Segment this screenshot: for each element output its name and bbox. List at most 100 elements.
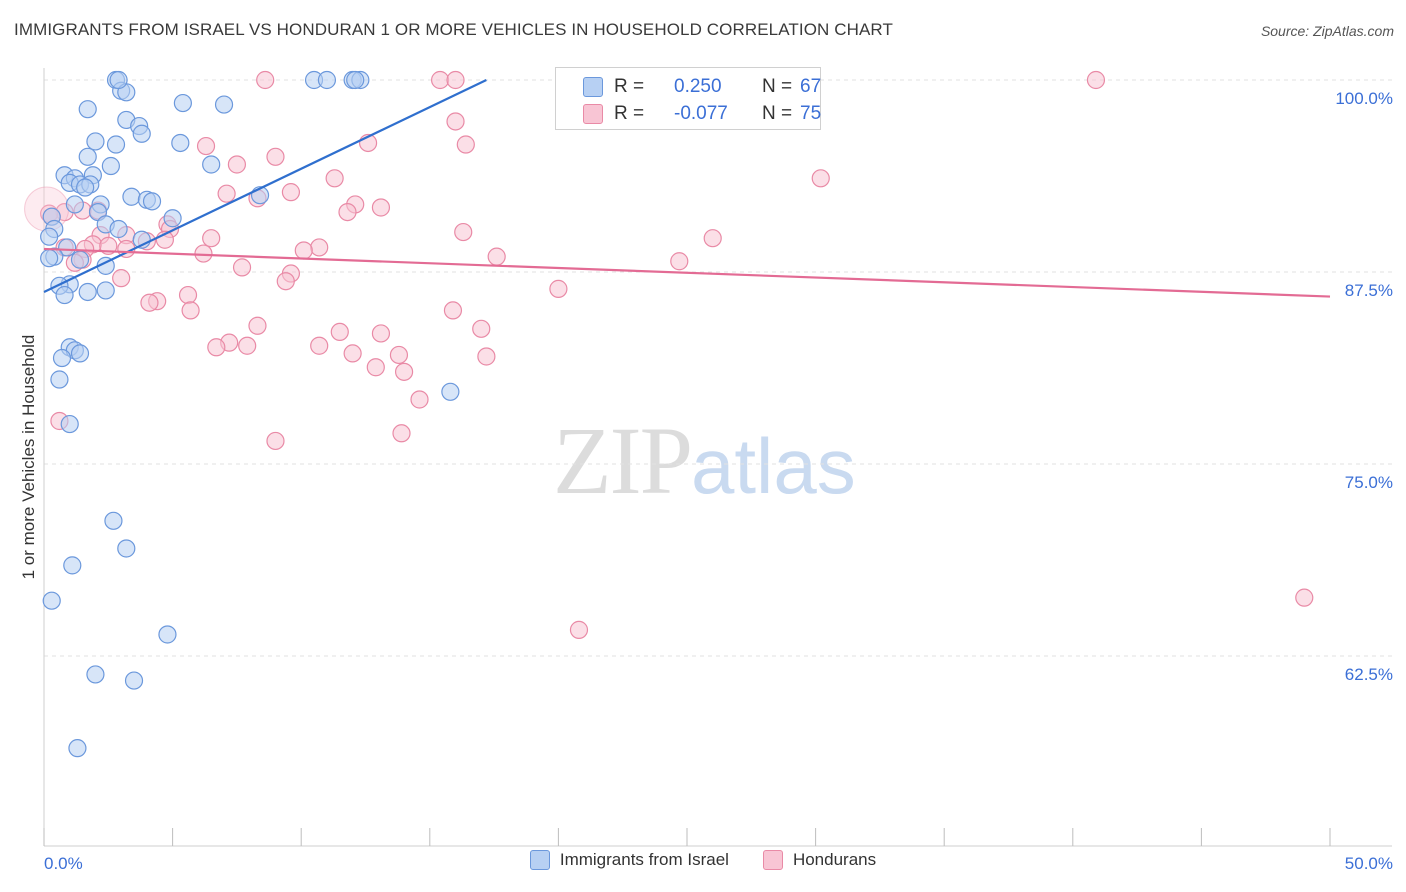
israel-point [142, 192, 162, 211]
hondurans-point [446, 70, 465, 90]
stats-swatch-blue [583, 77, 603, 97]
israel-point [86, 665, 105, 684]
hondurans-point [1086, 70, 1106, 90]
israel-point [132, 124, 151, 143]
hondurans-point [294, 241, 313, 260]
y-tick-label: 100.0% [1335, 89, 1393, 108]
chart-title: IMMIGRANTS FROM ISRAEL VS HONDURAN 1 OR … [14, 20, 893, 39]
israel-point [70, 344, 90, 363]
hondurans-point [454, 222, 473, 242]
hondurans-point [703, 229, 722, 248]
israel-point [109, 70, 128, 90]
axes [43, 68, 1392, 847]
hondurans-point [256, 70, 275, 90]
stats-n-value: 67 [800, 76, 822, 97]
hondurans-point [456, 135, 475, 154]
legend-label: Hondurans [792, 850, 877, 869]
israel-points [40, 70, 460, 758]
israel-point [65, 195, 84, 214]
israel-point [109, 219, 128, 239]
hondurans-point [366, 358, 385, 377]
watermark-atlas: atlas [691, 422, 856, 510]
hondurans-point [446, 112, 465, 131]
stats-swatch-pink [583, 104, 603, 124]
stats-r-label: R = [614, 76, 645, 97]
israel-point [78, 282, 97, 302]
y-axis-title: 1 or more Vehicles in Household [19, 334, 38, 580]
israel-point [158, 625, 177, 644]
hondurans-point [569, 620, 589, 639]
israel-point [124, 671, 144, 690]
israel-point [76, 178, 95, 197]
y-tick-label: 62.5% [1345, 665, 1393, 684]
hondurans-point [811, 169, 830, 188]
hondurans-point [140, 293, 159, 312]
hondurans-point [325, 169, 344, 188]
hondurans-point [310, 336, 329, 355]
hondurans-point [202, 229, 221, 248]
hondurans-point [670, 252, 689, 271]
y-tick-label: 75.0% [1345, 473, 1393, 492]
hondurans-point [266, 147, 285, 166]
israel-point [214, 95, 234, 114]
hondurans-point [338, 202, 357, 222]
legend-item-israel[interactable]: Immigrants from Israel [529, 850, 729, 870]
hondurans-points [24, 70, 1314, 639]
israel-point [104, 511, 123, 530]
stats-r-value: -0.077 [674, 103, 728, 124]
israel-point [86, 132, 105, 151]
hondurans-point [266, 431, 285, 451]
bottom-legend: Immigrants from Israel Hondurans [0, 850, 1406, 870]
hondurans-point [232, 258, 252, 277]
israel-point [42, 591, 61, 610]
hondurans-point [343, 344, 362, 363]
watermark-zip: ZIP [553, 407, 693, 514]
israel-point [171, 133, 190, 153]
israel-point [117, 539, 136, 558]
x-tick-label: 50.0% [1345, 854, 1393, 873]
hondurans-point [181, 301, 200, 320]
hondurans-point [549, 279, 568, 298]
hondurans-point [472, 319, 491, 338]
hondurans-point [178, 285, 198, 305]
israel-point [78, 100, 97, 119]
hondurans-point [410, 390, 429, 409]
israel-point [50, 370, 69, 389]
israel-point [60, 414, 79, 434]
hondurans-point [371, 198, 391, 217]
hondurans-point [389, 345, 409, 365]
hondurans-point [392, 424, 411, 443]
hondurans-point [443, 301, 463, 320]
stats-r-label: R = [614, 103, 645, 124]
israel-point [173, 93, 192, 113]
stats-legend: R = 0.250 N = 67 R = -0.077 N = 75 [555, 67, 821, 130]
legend-item-hondurans[interactable]: Hondurans [762, 850, 877, 870]
israel-point [58, 238, 77, 257]
stats-n-label: N = [762, 76, 793, 97]
hondurans-point [394, 362, 414, 381]
tick-labels: 100.0% 87.5% 75.0% 62.5% 0.0% 50.0% [44, 89, 1393, 873]
stats-n-value: 75 [800, 103, 822, 124]
israel-point [52, 348, 72, 368]
israel-point [63, 556, 82, 575]
israel-point [40, 227, 59, 246]
israel-point [70, 250, 90, 269]
israel-point [317, 70, 337, 90]
stats-n-label: N = [762, 103, 793, 124]
israel-point [346, 70, 365, 90]
watermark: ZIPatlas [553, 405, 856, 516]
hondurans-trend-line [43, 247, 1331, 298]
israel-point [40, 249, 59, 268]
israel-trend-line [43, 79, 487, 293]
stats-r-value: 0.250 [674, 76, 722, 97]
hondurans-point [281, 183, 301, 202]
hondurans-point [248, 316, 267, 335]
trend-lines [43, 79, 1331, 298]
legend-swatch-pink [762, 850, 783, 870]
source-note: Source: ZipAtlas.com [1260, 23, 1394, 39]
israel-point [96, 281, 115, 300]
gridlines [44, 79, 1392, 657]
israel-point [441, 382, 460, 401]
israel-point [78, 147, 97, 166]
